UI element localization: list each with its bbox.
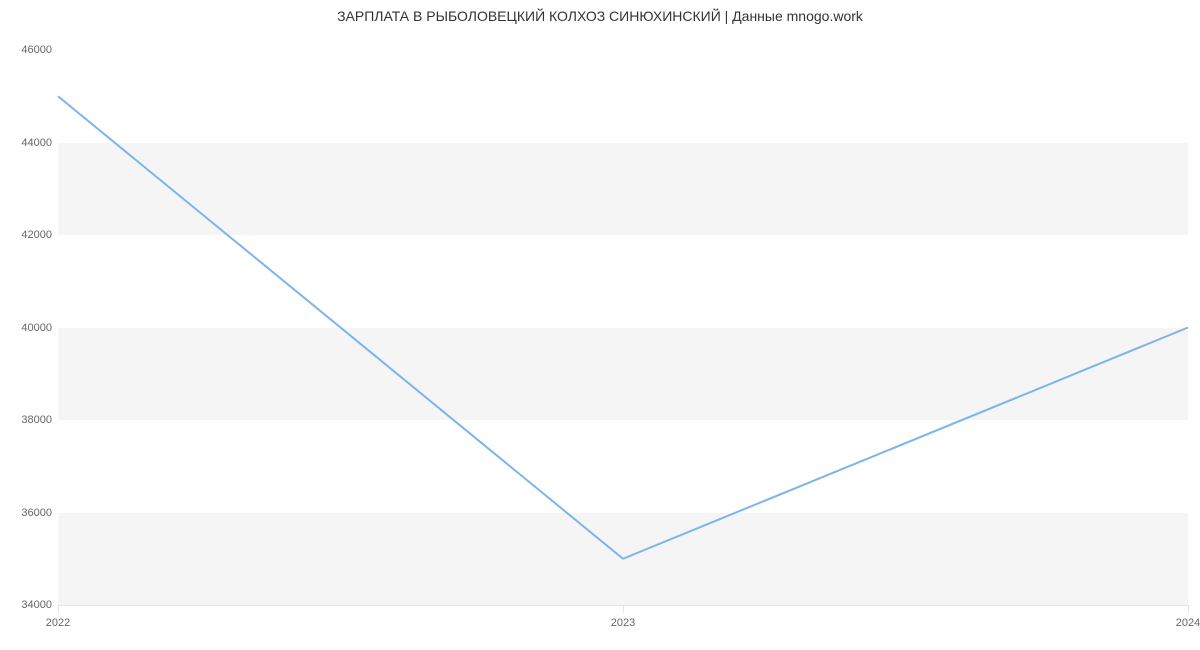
x-tick [1188,605,1189,613]
x-tick [623,605,624,613]
y-tick-label: 42000 [21,229,52,241]
y-tick-label: 44000 [21,137,52,149]
x-tick [58,605,59,613]
x-tick-label: 2024 [1176,617,1200,629]
y-tick-label: 38000 [21,414,52,426]
y-tick-label: 34000 [21,599,52,611]
series-salary [58,96,1188,559]
y-tick-label: 40000 [21,322,52,334]
y-tick-label: 46000 [21,44,52,56]
x-tick-label: 2022 [46,617,70,629]
x-tick-label: 2023 [611,617,635,629]
series-layer [58,50,1188,605]
chart-title: ЗАРПЛАТА В РЫБОЛОВЕЦКИЙ КОЛХОЗ СИНЮХИНСК… [0,8,1200,24]
y-tick-label: 36000 [21,507,52,519]
salary-chart: ЗАРПЛАТА В РЫБОЛОВЕЦКИЙ КОЛХОЗ СИНЮХИНСК… [0,0,1200,650]
plot-area [58,50,1188,605]
